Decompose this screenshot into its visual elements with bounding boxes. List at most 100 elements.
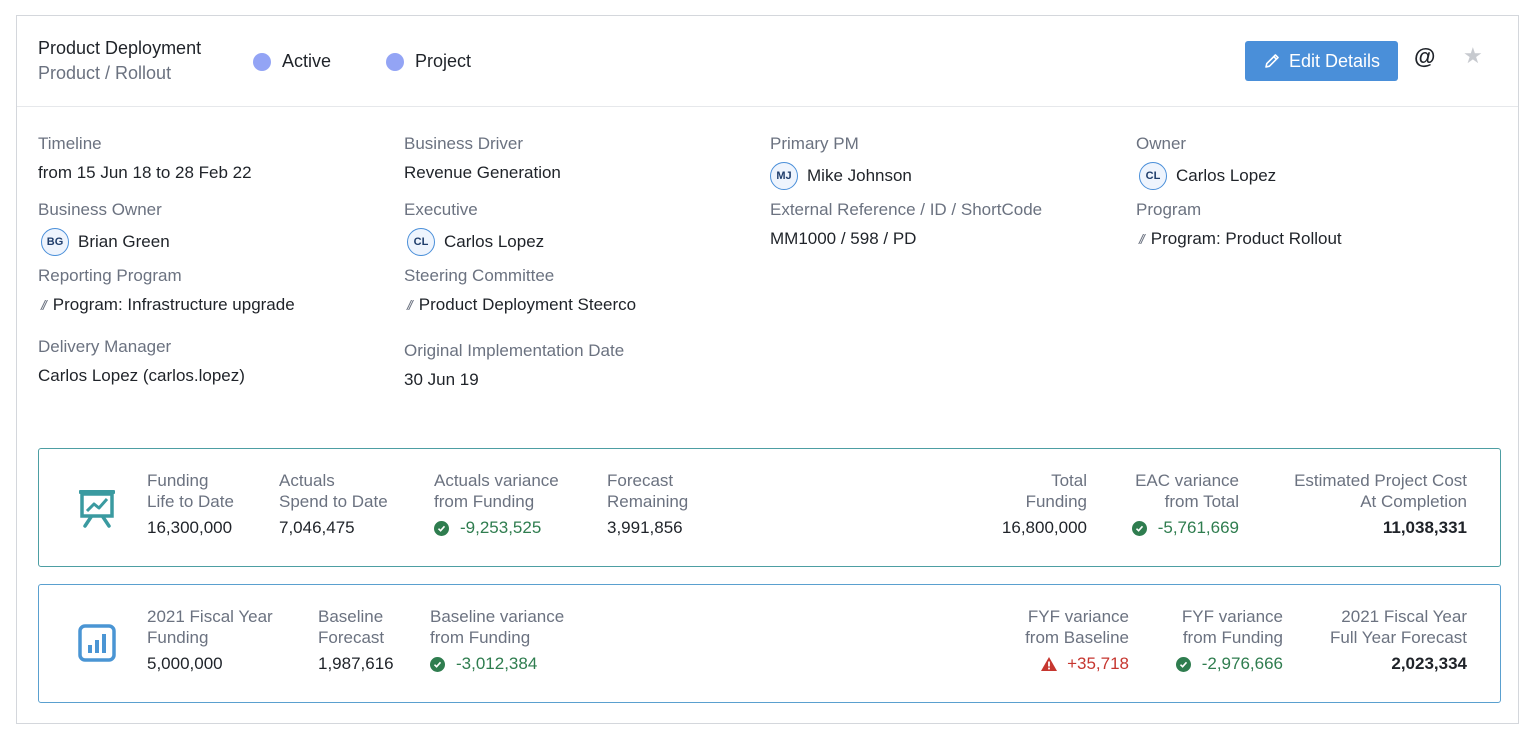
lifetime-financials-panel: Funding Life to Date 16,300,000 Actuals … [38,448,1501,567]
fiscal-year-full-year-forecast: 2021 Fiscal Year Full Year Forecast 2,02… [1330,606,1467,674]
metric-value: 7,046,475 [279,518,355,537]
funding-life-to-date: Funding Life to Date 16,300,000 [147,470,234,538]
presentation-chart-icon [79,490,115,528]
delivery-manager-value: Carlos Lopez (carlos.lopez) [38,366,245,385]
metric-label: FYF variance [1181,607,1283,626]
metric-label: Funding [1025,492,1087,511]
executive-value[interactable]: CL Carlos Lopez [407,228,544,256]
metric-label: Estimated Project Cost [1294,471,1467,490]
breadcrumb[interactable]: Product / Rollout [38,63,172,83]
reporting-program-label: Reporting Program [38,266,182,285]
forecast-remaining: Forecast Remaining 3,991,856 [607,470,688,538]
check-circle-icon [430,656,445,672]
fyf-variance-from-baseline: FYF variance from Baseline +35,718 [1025,606,1129,674]
primary-pm-name: Mike Johnson [807,166,912,185]
metric-label: Actuals variance [434,471,559,490]
metric-label: 2021 Fiscal Year [147,607,273,626]
metric-label: FYF variance [1027,607,1129,626]
steering-committee-value[interactable]: // Product Deployment Steerco [407,295,636,315]
avatar: CL [1139,162,1167,190]
type-label: Project [415,51,472,71]
eac-variance-from-total: EAC variance from Total -5,761,669 [1131,470,1239,538]
check-circle-icon [1175,656,1191,672]
executive-label: Executive [404,200,478,219]
metric-label: Forecast [318,628,385,647]
owner-value[interactable]: CL Carlos Lopez [1139,162,1276,190]
avatar: CL [407,228,435,256]
metric-label: Funding [147,628,209,647]
metric-value: -3,012,384 [430,654,564,674]
edit-details-label: Edit Details [1288,50,1381,71]
status-dot-icon [253,52,271,71]
pencil-icon [1265,54,1279,68]
type-dot-icon [386,52,404,71]
edit-details-button[interactable]: Edit Details [1245,41,1398,81]
business-owner-name: Brian Green [78,232,170,251]
total-funding: Total Funding 16,800,000 [1002,470,1087,538]
page-title: Product Deployment [38,38,202,58]
metric-value-text: -9,253,525 [460,518,542,537]
metric-value: 1,987,616 [318,654,394,673]
program-value[interactable]: // Program: Product Rollout [1139,229,1342,249]
metric-label: Life to Date [147,492,234,511]
business-owner-value[interactable]: BG Brian Green [41,228,170,256]
star-icon[interactable]: ★ [1463,43,1483,68]
check-circle-icon [1131,520,1147,536]
metric-value: 5,000,000 [147,654,223,673]
external-ref-value: MM1000 / 598 / PD [770,229,917,248]
metric-label: from Total [1164,492,1239,511]
metric-label: Remaining [607,492,689,511]
avatar: MJ [770,162,798,190]
metric-label: Forecast [607,471,674,490]
actuals-spend-to-date: Actuals Spend to Date 7,046,475 [279,470,388,538]
business-driver-value: Revenue Generation [404,163,561,182]
metric-label: EAC variance [1135,471,1239,490]
metric-value: 2,023,334 [1391,654,1467,673]
owner-name: Carlos Lopez [1176,166,1277,185]
card-header: Product Deployment Product / Rollout Act… [17,16,1518,107]
metric-value: 11,038,331 [1382,518,1467,537]
estimated-cost-at-completion: Estimated Project Cost At Completion 11,… [1294,470,1467,538]
fiscal-year-funding: 2021 Fiscal Year Funding 5,000,000 [147,606,273,674]
metric-label: from Baseline [1025,628,1129,647]
link-icon: // [1139,231,1145,247]
primary-pm-value[interactable]: MJ Mike Johnson [770,162,912,190]
delivery-manager-label: Delivery Manager [38,337,172,356]
metric-label: from Funding [430,628,531,647]
status-badge: Active [253,51,331,72]
metric-value: 3,991,856 [607,518,683,537]
metric-value-text: -5,761,669 [1157,518,1239,537]
metric-value: 16,800,000 [1001,518,1087,537]
program-name: Program: Product Rollout [1150,229,1342,248]
baseline-variance-from-funding: Baseline variance from Funding -3,012,38… [430,606,564,674]
primary-pm-label: Primary PM [770,134,859,153]
metric-label: At Completion [1360,492,1467,511]
metric-value-text: -2,976,666 [1201,654,1283,673]
avatar: BG [41,228,69,256]
original-impl-date-value: 30 Jun 19 [404,370,479,389]
check-circle-icon [434,520,449,536]
metric-label: Total [1051,471,1087,490]
metric-label: 2021 Fiscal Year [1341,607,1467,626]
owner-label: Owner [1136,134,1187,153]
business-owner-label: Business Owner [38,200,162,219]
metric-value-text: +35,718 [1067,654,1129,673]
reporting-program-value[interactable]: // Program: Infrastructure upgrade [41,295,295,315]
baseline-forecast: Baseline Forecast 1,987,616 [318,606,394,674]
steering-committee-label: Steering Committee [404,266,555,285]
executive-name: Carlos Lopez [444,232,545,251]
status-label: Active [282,51,332,71]
fiscal-year-financials-panel: 2021 Fiscal Year Funding 5,000,000 Basel… [38,584,1501,703]
warning-icon [1041,657,1058,671]
link-icon: // [407,297,413,313]
metric-label: Full Year Forecast [1329,628,1467,647]
metric-label: Spend to Date [279,492,388,511]
type-badge: Project [386,51,471,72]
metric-value: 16,300,000 [147,518,233,537]
metric-value-text: -3,012,384 [456,654,538,673]
reporting-program-name: Program: Infrastructure upgrade [52,295,295,314]
bar-chart-icon [78,624,116,662]
fyf-variance-from-funding: FYF variance from Funding -2,976,666 [1175,606,1283,674]
mention-icon[interactable]: @ [1414,44,1436,69]
metric-value: +35,718 [1025,654,1129,674]
